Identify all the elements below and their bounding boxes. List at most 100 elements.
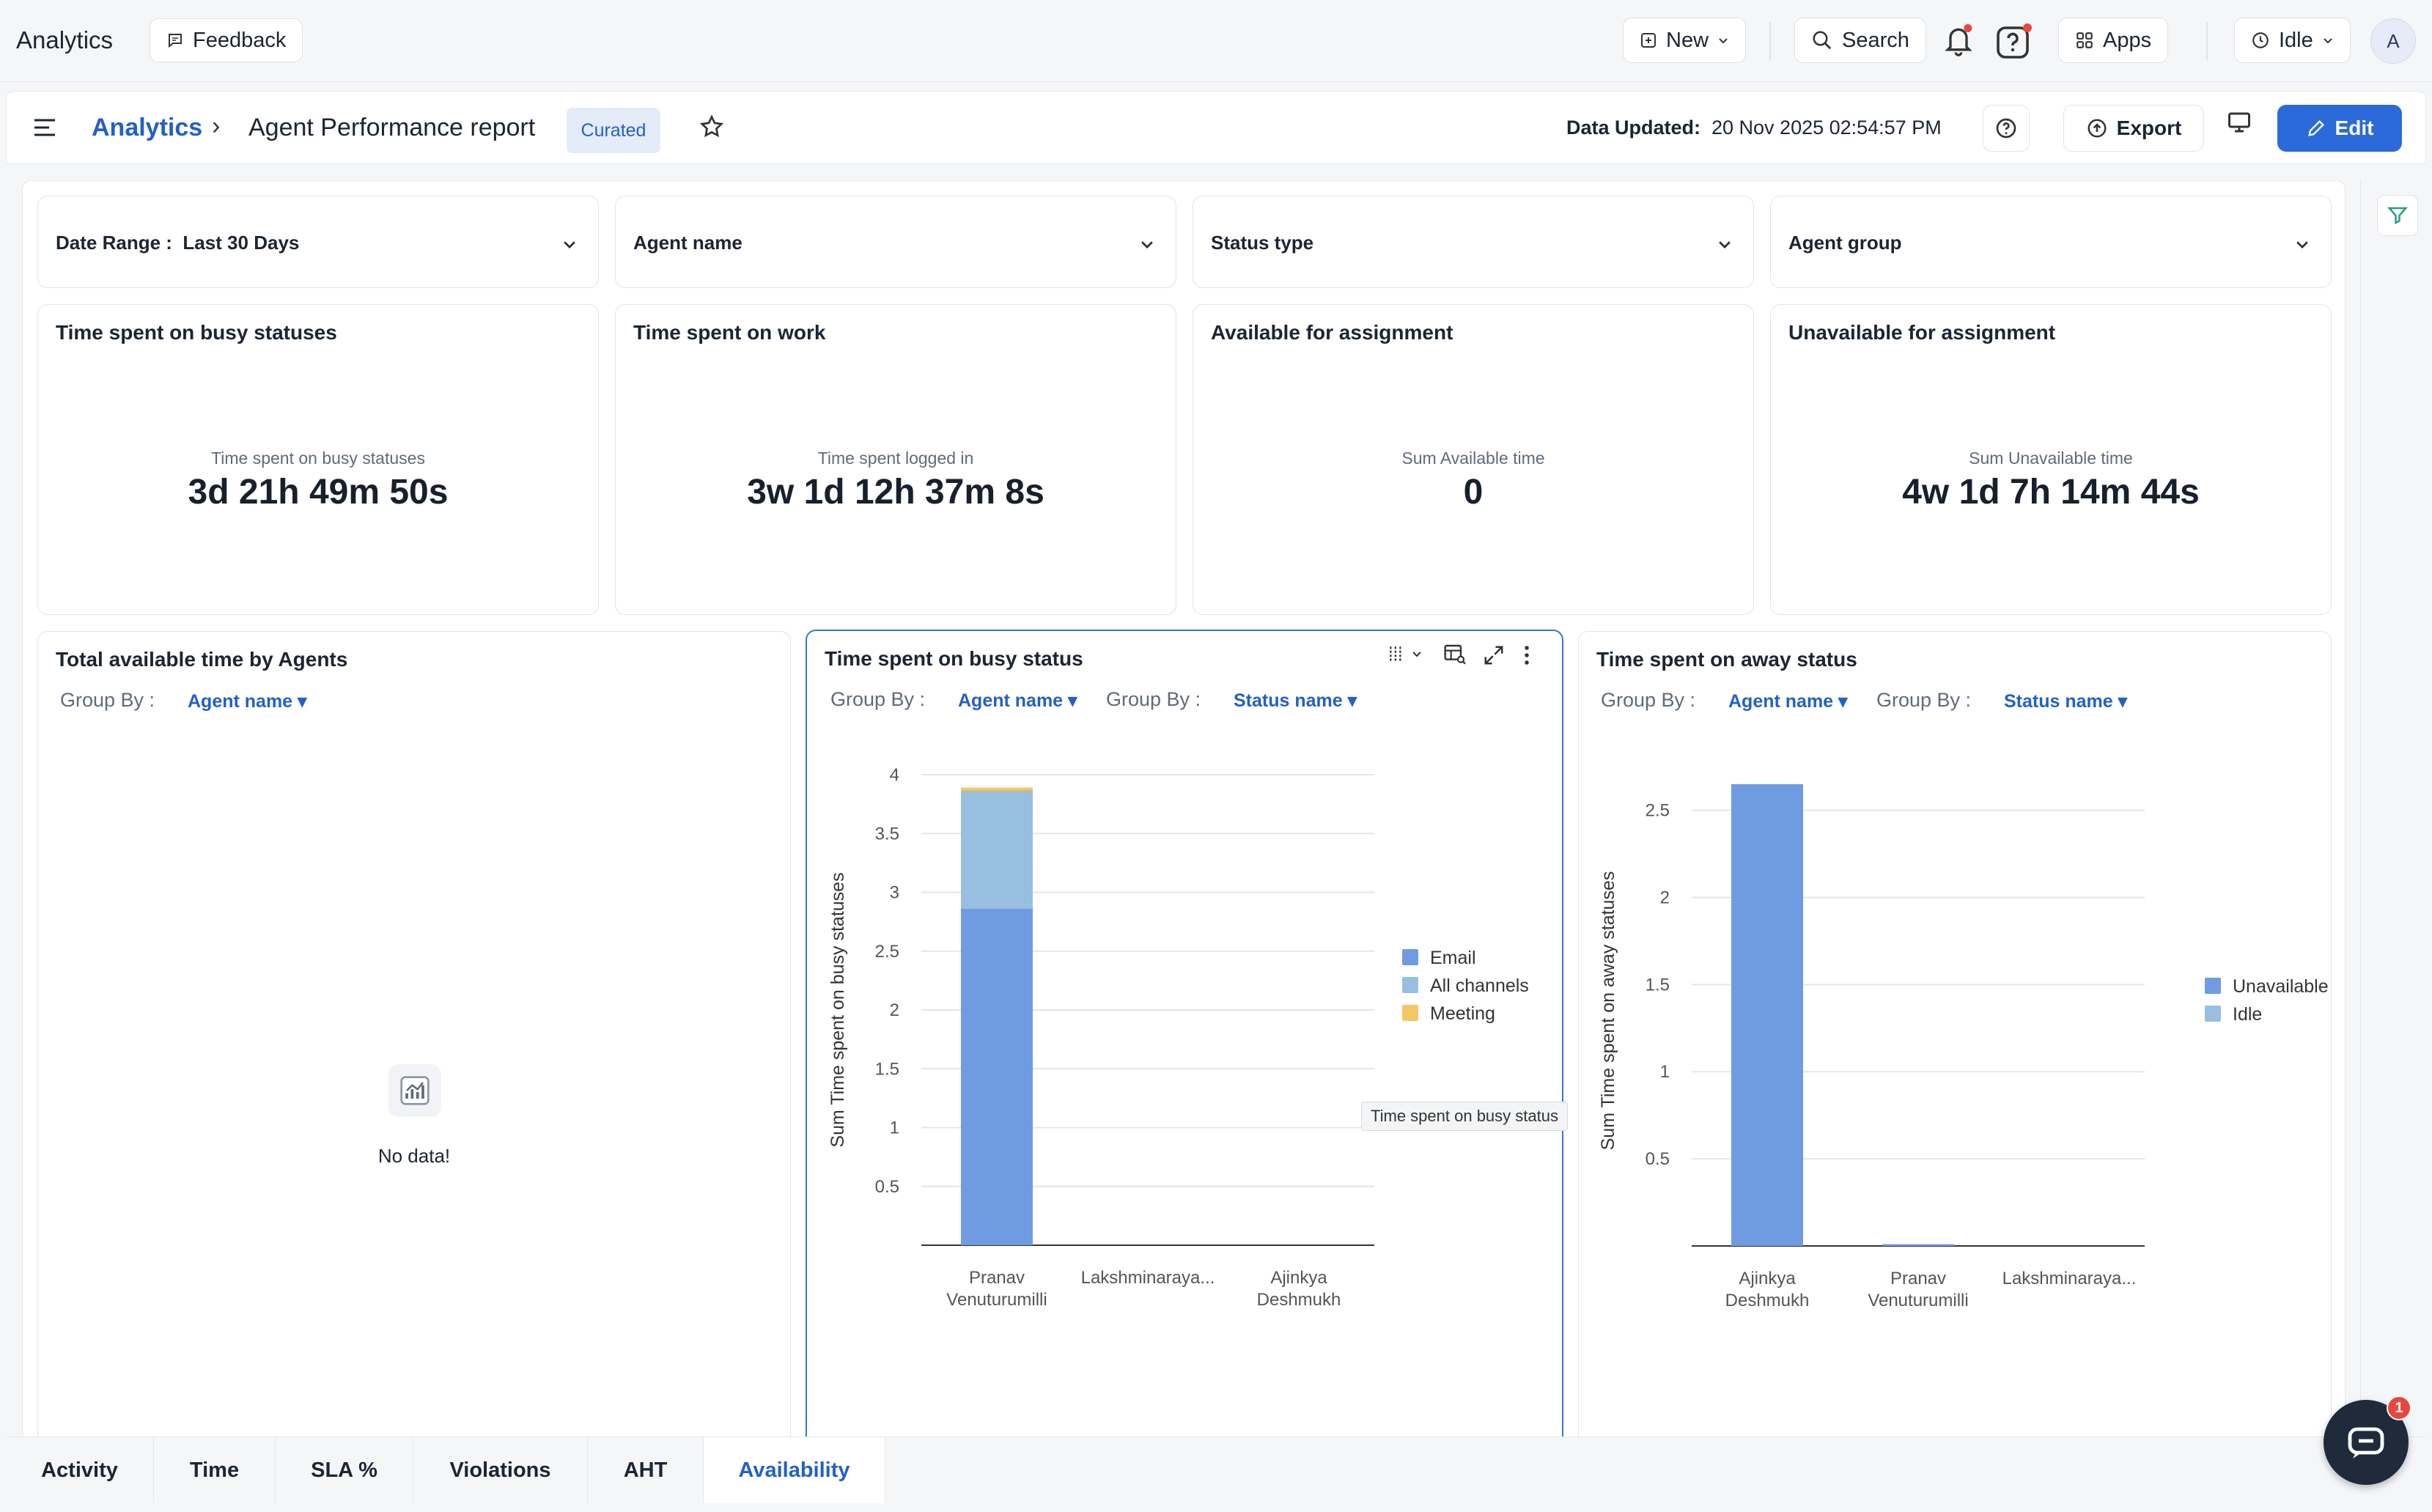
tab-time[interactable]: Time xyxy=(154,1437,276,1503)
filter-value: Last 30 Days xyxy=(183,232,300,254)
export-icon xyxy=(2088,119,2107,138)
group-by-dropdown[interactable]: Agent name ▾ xyxy=(188,691,307,712)
no-data-text: No data! xyxy=(377,1145,451,1167)
filter-agent-group[interactable]: Agent group xyxy=(1770,196,2332,288)
search-button[interactable]: Search xyxy=(1794,18,1926,63)
data-updated-label: Data Updated: xyxy=(1566,117,1701,139)
kpi-subtitle: Time spent on busy statuses xyxy=(211,449,425,468)
y-tick-label: 0.5 xyxy=(1646,1149,1670,1169)
x-tick-label: Lakshminaraya... xyxy=(1081,1268,1215,1288)
group-by-status-dropdown[interactable]: Status name ▾ xyxy=(2004,691,2128,712)
menu-button[interactable] xyxy=(33,117,56,142)
divider xyxy=(1769,22,1771,60)
legend-swatch xyxy=(2205,978,2221,994)
kpi-title: Available for assignment xyxy=(1211,321,1453,344)
y-axis-label: Sum Time spent on busy statuses xyxy=(828,872,848,1147)
filter-status-type[interactable]: Status type xyxy=(1193,196,1754,288)
breadcrumb-analytics[interactable]: Analytics xyxy=(92,114,203,141)
info-button[interactable] xyxy=(1983,105,2030,152)
favorite-button[interactable] xyxy=(699,114,725,144)
column-settings-button[interactable] xyxy=(1388,643,1423,665)
group-by-value: Status name xyxy=(1234,690,1343,711)
filter-date-range[interactable]: Date Range : Last 30 Days xyxy=(37,196,599,288)
x-tick-label: Ajinkya xyxy=(1270,1268,1327,1288)
chevron-down-icon xyxy=(1719,241,1731,249)
group-by-value: Agent name xyxy=(188,691,293,712)
x-tick-label: Lakshminaraya... xyxy=(2002,1269,2137,1288)
table-view-button[interactable] xyxy=(1443,643,1467,670)
y-tick-label: 3 xyxy=(890,883,899,903)
notifications-button[interactable] xyxy=(1942,22,1976,60)
chevron-down-icon xyxy=(1412,652,1421,657)
y-tick-label: 2 xyxy=(890,1000,899,1020)
chevron-down-icon xyxy=(1719,38,1728,44)
edit-label: Edit xyxy=(2335,117,2374,139)
group-by-label: Group By : xyxy=(60,689,155,711)
edit-button[interactable]: Edit xyxy=(2277,105,2402,152)
tab-sla[interactable]: SLA % xyxy=(276,1437,413,1503)
page-title: Agent Performance report xyxy=(248,114,536,141)
filter-label: Agent name xyxy=(633,232,743,254)
legend-label: Email xyxy=(1430,948,1476,968)
group-by-label-2: Group By : xyxy=(1106,688,1201,710)
present-button[interactable] xyxy=(2226,109,2252,139)
table-search-icon xyxy=(1444,644,1466,665)
x-tick-label: Deshmukh xyxy=(1257,1290,1341,1310)
filter-agent-name[interactable]: Agent name xyxy=(615,196,1176,288)
busy-status-chart: 0.5 1 1.5 2 2.5 3 3.5 4 Sum Time spent on busy s… xyxy=(828,765,1529,1310)
x-tick-label: Venuturumilli xyxy=(946,1290,1047,1310)
group-by-status-dropdown[interactable]: Status name ▾ xyxy=(1234,690,1357,711)
bar-segment xyxy=(1731,783,1803,1246)
help-button[interactable] xyxy=(1995,22,2033,60)
group-by-label-2: Group By : xyxy=(1876,689,1972,711)
y-tick-label: 1.5 xyxy=(1646,975,1670,995)
status-dropdown[interactable]: Idle xyxy=(2234,18,2351,63)
group-by-value: Status name xyxy=(2004,691,2113,712)
group-by-agent-dropdown[interactable]: Agent name ▾ xyxy=(1728,691,1848,712)
bar-segment xyxy=(961,908,1033,1245)
tab-violations[interactable]: Violations xyxy=(413,1437,588,1503)
group-by-label: Group By : xyxy=(830,688,926,710)
group-by-value: Agent name xyxy=(1728,691,1834,712)
tab-activity[interactable]: Activity xyxy=(6,1437,154,1503)
avatar[interactable]: A xyxy=(2370,18,2416,64)
legend-label: Unavailable xyxy=(2233,976,2329,997)
chevron-down-icon xyxy=(564,241,575,249)
export-label: Export xyxy=(2116,117,2182,139)
filter-label: Status type xyxy=(1211,232,1314,254)
report-header: Analytics › Agent Performance report Cur… xyxy=(6,91,2426,164)
legend-label: All channels xyxy=(1430,976,1529,996)
bar-segment xyxy=(1882,1244,1954,1246)
expand-button[interactable] xyxy=(1483,644,1505,670)
plus-square-icon xyxy=(1641,33,1656,48)
filter-panel-button[interactable] xyxy=(2377,195,2418,236)
kpi-card-busy-statuses: Time spent on busy statuses Time spent o… xyxy=(37,304,599,615)
legend-swatch xyxy=(2205,1006,2221,1022)
tab-aht[interactable]: AHT xyxy=(588,1437,704,1503)
apps-button[interactable]: Apps xyxy=(2058,18,2169,63)
divider xyxy=(2206,22,2208,60)
export-button[interactable]: Export xyxy=(2063,105,2204,152)
bar-segment xyxy=(961,787,1033,790)
more-options-button[interactable] xyxy=(1522,644,1531,670)
chat-launcher-button[interactable]: 1 xyxy=(2324,1395,2411,1485)
kpi-title: Unavailable for assignment xyxy=(1788,321,2056,344)
chart-card-away-status: Time spent on away status Group By : Age… xyxy=(1578,631,2332,1440)
tab-availability[interactable]: Availability xyxy=(704,1437,885,1503)
y-tick-label: 4 xyxy=(890,765,899,785)
group-by-agent-dropdown[interactable]: Agent name ▾ xyxy=(958,690,1077,711)
expand-icon xyxy=(1484,646,1503,665)
hamburger-menu-icon xyxy=(34,119,55,136)
kpi-subtitle: Sum Available time xyxy=(1401,449,1545,468)
clock-icon xyxy=(2252,32,2269,48)
dashboard-canvas: Date Range : Last 30 Days Agent name Sta… xyxy=(22,180,2346,1441)
y-tick-label: 1 xyxy=(1660,1062,1670,1082)
chart-card-available-time: Total available time by Agents Group By … xyxy=(37,631,791,1440)
legend-swatch xyxy=(1402,949,1418,965)
new-button[interactable]: New xyxy=(1623,18,1747,63)
legend-swatch xyxy=(1402,1005,1418,1021)
chart-card-busy-status: Time spent on busy status Group By : Age… xyxy=(806,630,1568,1440)
feedback-label: Feedback xyxy=(193,28,287,52)
star-icon xyxy=(699,114,724,138)
feedback-button[interactable]: Feedback xyxy=(150,18,303,62)
